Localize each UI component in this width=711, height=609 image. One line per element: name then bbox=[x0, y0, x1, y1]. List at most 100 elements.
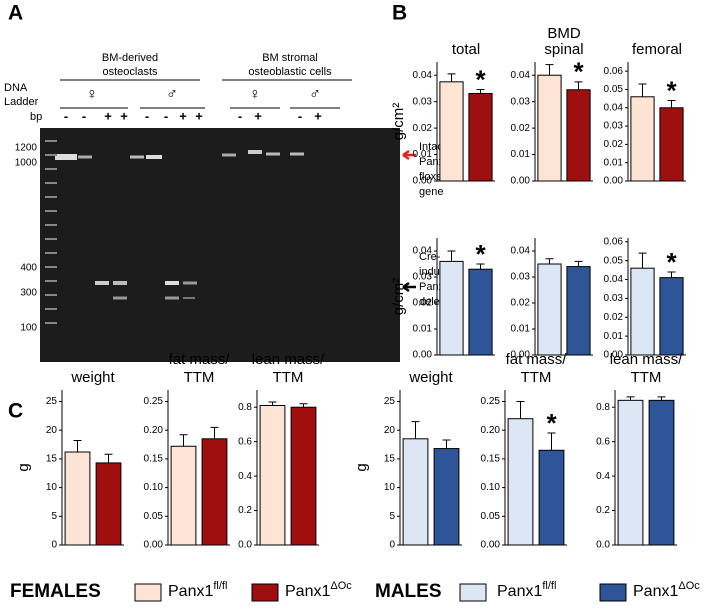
y-tick-label: 0.2 bbox=[596, 505, 610, 516]
error-bar bbox=[442, 439, 451, 449]
error-bar bbox=[476, 263, 485, 270]
group-label: BM stromal bbox=[262, 52, 318, 64]
bar bbox=[617, 399, 644, 546]
lane-label: - bbox=[298, 108, 302, 123]
y-tick-label: 0.04 bbox=[413, 246, 433, 257]
legend-group: MALES bbox=[375, 581, 442, 602]
bar bbox=[537, 74, 562, 182]
ladder-band bbox=[45, 322, 57, 324]
y-tick-label: 0.15 bbox=[144, 454, 164, 465]
error-bar bbox=[638, 83, 647, 97]
bar bbox=[659, 107, 684, 182]
gel-band bbox=[113, 281, 127, 285]
y-tick-label: 0.01 bbox=[604, 157, 624, 168]
y-axis-label: g/cm² bbox=[390, 103, 407, 141]
y-tick-label: 0.03 bbox=[604, 121, 624, 132]
legend-label: Panx1ΔOc bbox=[633, 580, 700, 600]
error-bar bbox=[476, 89, 485, 94]
ladder-band bbox=[45, 168, 57, 170]
ladder-band bbox=[45, 308, 57, 310]
bp-size: 1000 bbox=[15, 158, 38, 169]
error-bar bbox=[545, 64, 554, 76]
panel-letter: C bbox=[8, 400, 23, 423]
bar bbox=[290, 406, 317, 546]
legend-sup: fl/fl bbox=[213, 580, 227, 592]
arrow bbox=[402, 281, 416, 293]
y-tick-label: 0.02 bbox=[511, 123, 531, 134]
bar bbox=[64, 451, 91, 546]
bar bbox=[439, 81, 464, 182]
bar bbox=[566, 89, 591, 182]
legend-text: Panx1 bbox=[285, 583, 330, 600]
error-bar bbox=[516, 400, 525, 419]
y-tick-label: 0.05 bbox=[481, 511, 501, 522]
ladder-band bbox=[45, 238, 57, 240]
lane-label: + bbox=[104, 108, 112, 123]
ladder-band bbox=[45, 294, 57, 296]
y-tick-label: 0.02 bbox=[413, 298, 433, 309]
error-bar bbox=[447, 250, 456, 262]
chart-title: lean mass/ bbox=[252, 351, 325, 368]
y-tick-label: 0.05 bbox=[144, 511, 164, 522]
y-tick-label: 0.20 bbox=[481, 425, 501, 436]
bar bbox=[630, 267, 655, 356]
ladder-band bbox=[45, 154, 57, 156]
chart-title: fat mass/ bbox=[169, 351, 231, 368]
bmd-label: BMD bbox=[547, 25, 581, 42]
y-tick-label: 0.00 bbox=[144, 540, 164, 551]
error-bar bbox=[574, 260, 583, 267]
legend-label: Panx1ΔOc bbox=[285, 580, 352, 600]
legend-swatch bbox=[251, 583, 279, 602]
y-tick-label: 0.4 bbox=[596, 471, 610, 482]
y-tick-label: 0.10 bbox=[144, 482, 164, 493]
ladder-band bbox=[45, 252, 57, 254]
error-bar bbox=[179, 434, 188, 447]
legend-text: Panx1 bbox=[633, 583, 678, 600]
gel-note: Intact bbox=[419, 141, 446, 153]
gel-band bbox=[78, 155, 92, 159]
y-tick-label: 25 bbox=[384, 396, 396, 407]
y-tick-label: 5 bbox=[51, 511, 57, 522]
lane-label: + bbox=[120, 108, 128, 123]
bar bbox=[259, 405, 286, 546]
y-tick-label: 0.10 bbox=[481, 482, 501, 493]
y-tick-label: 0.02 bbox=[511, 298, 531, 309]
y-tick-label: 25 bbox=[46, 396, 58, 407]
ladder-label: Ladder bbox=[4, 96, 39, 108]
chart-title: TTM bbox=[184, 369, 215, 386]
bar bbox=[468, 268, 493, 356]
bar bbox=[659, 277, 684, 356]
y-tick-label: 0.03 bbox=[511, 96, 531, 107]
bp-size: 400 bbox=[20, 263, 37, 274]
ladder-band bbox=[45, 280, 57, 282]
y-tick-label: 0.20 bbox=[144, 425, 164, 436]
y-tick-label: 0.01 bbox=[413, 149, 433, 160]
legend-label: Panx1fl/fl bbox=[497, 580, 556, 600]
error-bar bbox=[638, 252, 647, 269]
y-tick-label: 20 bbox=[46, 425, 58, 436]
y-tick-label: 0.00 bbox=[413, 350, 433, 361]
significance: * bbox=[573, 57, 584, 87]
gel-band bbox=[248, 150, 262, 154]
y-tick-label: 15 bbox=[384, 454, 396, 465]
bar bbox=[507, 418, 534, 546]
ladder-band bbox=[45, 224, 57, 226]
y-tick-label: 0.02 bbox=[604, 139, 624, 150]
bar bbox=[468, 92, 493, 182]
y-tick-label: 0.00 bbox=[481, 540, 501, 551]
legend-group: FEMALES bbox=[10, 581, 101, 602]
y-tick-label: 0.6 bbox=[238, 436, 252, 447]
panel-letter: A bbox=[8, 2, 23, 25]
lane-label: - bbox=[82, 108, 86, 123]
bar bbox=[537, 263, 562, 356]
sex-symbol: ♂ bbox=[166, 86, 178, 103]
lane-label: - bbox=[145, 108, 149, 123]
gel-band bbox=[113, 296, 127, 300]
y-tick-label: 0.00 bbox=[413, 176, 433, 187]
error-bar bbox=[268, 401, 277, 406]
lane-label: + bbox=[179, 108, 187, 123]
y-tick-label: 0.03 bbox=[604, 293, 624, 304]
error-bar bbox=[73, 440, 82, 452]
y-tick-label: 0.06 bbox=[604, 236, 624, 247]
